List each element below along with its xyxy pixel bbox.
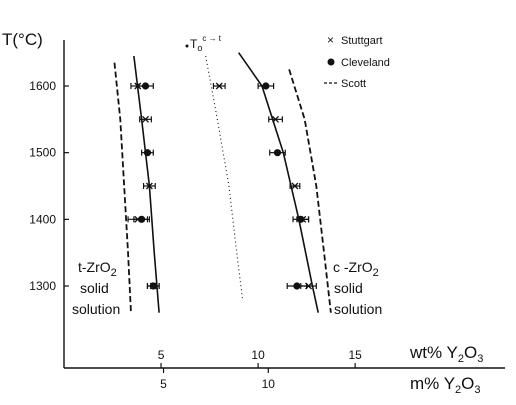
legend-label-scott: Scott <box>341 78 366 90</box>
annotation-label: Toc → t <box>190 34 222 53</box>
dashed-boundary-curve <box>113 62 132 313</box>
region-label-line1: t-ZrO2 <box>78 259 117 279</box>
data-point-stuttgart <box>272 115 280 123</box>
region-label-line3: solution <box>72 301 120 317</box>
data-point-cleveland <box>138 215 146 223</box>
x-axis-label-wt: wt% Y2O3 <box>409 343 483 365</box>
legend-label-stuttgart: Stuttgart <box>341 35 383 47</box>
data-point-cleveland <box>143 149 152 157</box>
data-point-cleveland <box>297 215 305 223</box>
annotation-t0: Toc → t <box>185 34 222 53</box>
data-point-cleveland <box>141 82 150 90</box>
region-label-tetragonal: t-ZrO2 solid solution <box>72 259 120 317</box>
legend-marker-cross: × <box>327 33 334 47</box>
data-point-cleveland <box>149 282 157 290</box>
y-tick-label: 1400 <box>29 212 56 226</box>
data-point-stuttgart <box>142 115 149 123</box>
y-tick-label: 1600 <box>29 79 56 93</box>
annotation-dot <box>185 44 189 48</box>
x-tick-label-wt: 15 <box>348 348 362 362</box>
dashed-boundary-curve <box>288 69 332 313</box>
region-label-line1: c -ZrO2 <box>333 259 379 279</box>
region-label-line2: solid <box>334 280 363 296</box>
region-label-cubic: c -ZrO2 solid solution <box>333 259 382 317</box>
data-point-cleveland <box>273 149 282 157</box>
axes <box>63 40 505 369</box>
legend: × Stuttgart Cleveland Scott <box>324 33 390 90</box>
x-axis-label-m: m% Y2O3 <box>410 374 481 396</box>
data-point-cleveland <box>262 82 270 90</box>
x-tick-label-wt: 10 <box>251 348 265 362</box>
data-point-stuttgart <box>145 182 153 190</box>
x-tick-label-wt: 5 <box>158 348 165 362</box>
data-points <box>127 82 317 290</box>
x-tick-label-m: 10 <box>262 377 276 391</box>
legend-marker-dot <box>327 58 335 66</box>
dotted-boundary-curve <box>205 55 244 300</box>
y-axis-label: T(°C) <box>2 30 43 49</box>
data-point-cleveland <box>293 282 301 290</box>
y-tick-label: 1500 <box>29 146 56 160</box>
region-label-line3: solution <box>334 301 382 317</box>
y-tick-label: 1300 <box>29 279 56 293</box>
legend-label-cleveland: Cleveland <box>341 57 390 69</box>
region-label-line2: solid <box>80 280 109 296</box>
data-point-stuttgart <box>291 182 299 190</box>
solid-boundary-curve <box>238 52 320 313</box>
y-ticks: 1300 1400 1500 1600 <box>29 79 69 293</box>
x-tick-label-m: 5 <box>160 377 167 391</box>
x-ticks: 5 10 15 5 10 <box>158 348 362 391</box>
data-point-stuttgart <box>215 82 223 90</box>
